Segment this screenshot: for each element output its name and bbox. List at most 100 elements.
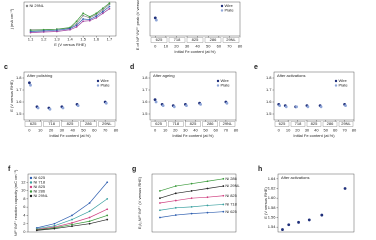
axes-frame xyxy=(277,173,355,233)
x-tick-label: 50 xyxy=(206,44,211,49)
data-point xyxy=(95,12,98,15)
data-point xyxy=(222,210,225,213)
y-tick-label: 1.7 xyxy=(266,87,272,92)
data-point xyxy=(53,227,56,230)
data-point xyxy=(159,202,161,204)
alloy-label: 825 xyxy=(311,121,318,126)
y-tick-label: 2 xyxy=(23,221,26,226)
x-tick-label: 80 xyxy=(238,44,243,49)
legend-marker xyxy=(334,84,338,87)
alloy-label: 718 xyxy=(295,121,302,126)
alloy-label: 29NL xyxy=(223,121,233,126)
data-point xyxy=(295,105,298,109)
data-point xyxy=(153,98,157,101)
data-point xyxy=(35,229,38,232)
axes-frame xyxy=(23,71,117,121)
data-point xyxy=(71,214,73,217)
axes-frame xyxy=(149,71,237,121)
legend-label: Ni 286 xyxy=(225,176,237,181)
data-point xyxy=(106,208,109,211)
x-tick-label: 50 xyxy=(81,128,86,133)
data-point xyxy=(174,185,177,187)
legend-marker xyxy=(29,185,33,189)
legend-marker xyxy=(220,9,224,12)
panel-label: d xyxy=(130,64,134,71)
data-point xyxy=(29,83,32,87)
x-tick-label: 0 xyxy=(278,128,281,133)
data-point xyxy=(174,192,177,195)
legend-label: Wire xyxy=(339,78,348,83)
data-point xyxy=(154,18,158,22)
alloy-label: 625 xyxy=(156,37,163,42)
legend-marker xyxy=(29,190,33,193)
y-axis-label: Ni²⁺/Ni³⁺ reaction capacity (mC cm⁻²) xyxy=(13,169,18,236)
data-point xyxy=(101,9,104,11)
data-point xyxy=(88,216,91,219)
data-point xyxy=(206,211,209,214)
y-tick-label: 1.7 xyxy=(142,87,148,92)
panel-label: f xyxy=(8,166,11,173)
data-point xyxy=(174,206,177,209)
alloy-box xyxy=(168,37,186,43)
x-tick-label: 60 xyxy=(333,128,338,133)
axes-frame xyxy=(27,173,117,233)
x-tick-label: 0 xyxy=(154,44,157,49)
x-tick-label: 40 xyxy=(70,128,75,133)
x-tick-label: 1.6 xyxy=(94,37,100,42)
data-point xyxy=(88,19,91,22)
data-point xyxy=(344,104,347,107)
x-tick-label: 10 xyxy=(286,128,291,133)
alloy-box xyxy=(306,121,322,127)
y-tick-label: 1.62 xyxy=(268,186,277,191)
panel-note: After polishing xyxy=(27,73,52,78)
data-point xyxy=(159,216,161,219)
data-point xyxy=(75,26,78,28)
series-line xyxy=(159,211,224,218)
alloy-box xyxy=(274,121,290,127)
y-tick-label: 1.64 xyxy=(268,176,277,181)
data-point xyxy=(320,213,324,217)
x-tick-label: 60 xyxy=(214,128,219,133)
y-axis-label: E (V versus RHE) xyxy=(263,187,268,219)
alloy-box xyxy=(186,37,204,43)
x-tick-label: 1.2 xyxy=(41,37,47,42)
x-axis-label: Initial Fe content (at.%) xyxy=(172,133,214,138)
y-tick-label: 1.5 xyxy=(266,111,272,116)
alloy-label: 718 xyxy=(172,121,179,126)
data-point xyxy=(42,31,45,33)
data-point xyxy=(307,218,311,222)
alloy-box xyxy=(202,121,218,127)
x-tick-label: 10 xyxy=(38,128,43,133)
x-tick-label: 30 xyxy=(183,128,188,133)
legend-marker xyxy=(96,84,100,87)
alloy-box xyxy=(185,121,201,127)
y-tick-label: 8 xyxy=(23,196,26,201)
legend-marker xyxy=(334,79,338,83)
x-tick-label: 1.3 xyxy=(54,37,60,42)
x-tick-label: 70 xyxy=(103,128,108,133)
series-line xyxy=(36,182,108,229)
legend-label: Ni 29NL xyxy=(34,193,49,198)
alloy-box xyxy=(150,37,168,43)
x-tick-label: 40 xyxy=(195,44,200,49)
alloy-label: 625 xyxy=(155,121,162,126)
data-point xyxy=(108,2,111,5)
alloy-box xyxy=(338,121,354,127)
data-point xyxy=(75,24,78,27)
x-tick-label: 0 xyxy=(28,128,31,133)
data-point xyxy=(281,228,284,231)
alloy-label: 286 xyxy=(207,121,214,126)
data-point xyxy=(297,220,300,224)
data-point xyxy=(53,224,56,227)
data-point xyxy=(75,22,78,25)
panel-label: h xyxy=(258,166,262,173)
x-tick-label: 70 xyxy=(227,44,232,49)
data-point xyxy=(222,177,225,180)
legend-label: Plate xyxy=(339,83,349,88)
x-tick-label: 1.4 xyxy=(67,37,73,42)
alloy-box xyxy=(222,37,240,43)
legend-label: Ni 718 xyxy=(34,180,46,185)
data-point xyxy=(71,221,73,224)
data-point xyxy=(61,106,65,110)
